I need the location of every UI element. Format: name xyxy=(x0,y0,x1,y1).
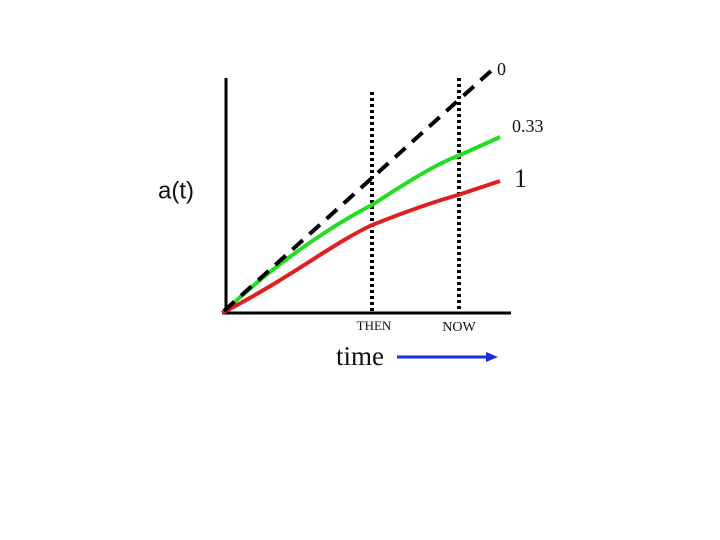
curve-label: 1 xyxy=(514,164,527,193)
curve-green xyxy=(222,135,501,314)
then-label: THEN xyxy=(357,318,392,333)
y-label: a(t) xyxy=(158,177,194,204)
curve-label: 0 xyxy=(497,59,506,79)
curve-dashed xyxy=(222,68,494,313)
time-arrowhead xyxy=(486,352,498,362)
curve-red xyxy=(221,179,501,315)
curve-label: 0.33 xyxy=(512,116,544,136)
now-label: NOW xyxy=(442,320,476,335)
x-label: time xyxy=(336,341,384,371)
